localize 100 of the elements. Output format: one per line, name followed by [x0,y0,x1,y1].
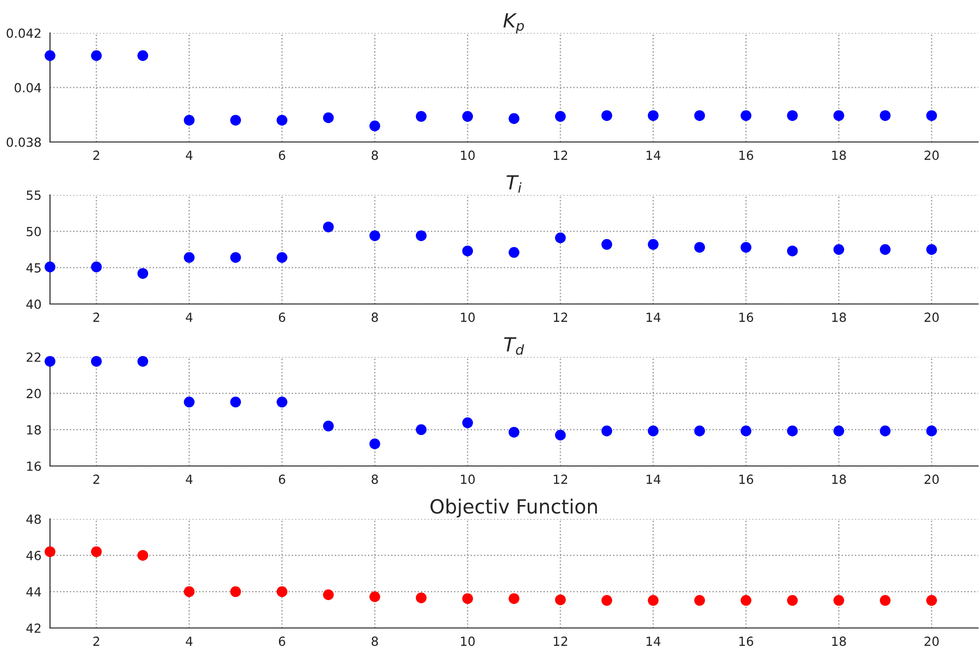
point [694,242,705,253]
point [369,438,380,450]
point [508,593,520,604]
point [601,426,612,436]
x-tick-label: 18 [832,312,846,322]
point [555,594,566,606]
x-tick-label: 2 [93,474,100,484]
x-tick-label: 12 [554,312,568,322]
point [184,586,195,598]
x-tick-label: 10 [461,636,475,646]
point [694,426,705,436]
point [508,113,520,124]
x-tick-label: 8 [372,150,378,160]
point [369,120,380,132]
point [880,595,891,606]
point [601,239,612,250]
y-tick-label: 0.04 [14,82,41,92]
x-tick-label: 18 [832,636,846,646]
y-tick-label: 16 [27,461,41,471]
point [462,111,473,122]
x-tick-label: 14 [646,150,660,160]
point [323,222,334,232]
point [137,356,148,367]
point [276,252,288,263]
y-tick-label: 0.038 [6,137,41,147]
point [137,50,148,61]
x-tick-label: 10 [461,312,475,322]
y-tick-label: 18 [27,425,41,435]
point [880,110,891,121]
point [787,110,798,121]
point [787,595,798,606]
chart-title: K$_{p}$ [503,13,524,34]
x-tick-label: 6 [278,474,286,484]
x-tick-label: 10 [461,474,475,484]
y-tick-label: 0.042 [6,28,40,38]
point [880,426,891,436]
point [91,356,102,367]
point [926,426,937,436]
point [833,595,844,606]
point [323,589,334,600]
point [601,110,612,121]
point [880,244,891,255]
point [184,252,195,263]
x-tick-label: 2 [93,150,100,160]
x-tick-label: 20 [924,150,939,160]
point [601,595,612,606]
point [369,591,380,602]
point [648,426,659,436]
point [648,110,659,121]
point [184,396,195,408]
x-tick-label: 6 [278,636,286,646]
y-tick-label: 50 [26,226,41,236]
y-tick-label: 40 [26,299,41,309]
point [44,50,56,61]
point [648,239,659,250]
point [787,426,798,436]
x-tick-label: 8 [372,312,378,322]
x-tick-label: 8 [372,636,378,646]
x-tick-label: 2 [93,636,100,646]
chart-title: Objectiv Function [430,498,597,518]
point [462,246,473,256]
point [555,430,566,440]
y-tick-label: 20 [26,388,41,398]
point [416,111,427,122]
point [740,242,752,253]
point [44,546,56,558]
x-tick-label: 10 [461,150,475,160]
point [230,114,241,126]
point [555,111,566,122]
x-tick-label: 12 [554,636,568,646]
point [926,110,937,121]
y-tick-label: 55 [26,190,41,200]
x-tick-label: 20 [924,312,939,322]
point [462,417,473,428]
point [926,595,937,606]
point [740,595,752,606]
x-tick-label: 16 [739,312,754,322]
point [740,426,752,436]
point [91,50,102,61]
y-tick-label: 44 [26,587,41,596]
x-tick-label: 8 [372,474,378,484]
x-tick-label: 16 [739,636,754,646]
point [694,595,705,606]
point [276,114,288,126]
y-tick-label: 22 [26,352,40,362]
x-tick-label: 16 [739,150,754,160]
x-tick-label: 4 [186,312,192,322]
point [323,112,334,124]
x-tick-label: 18 [832,150,846,160]
point [276,396,288,408]
point [276,586,288,598]
y-tick-label: 42 [26,623,40,633]
point [508,426,520,438]
point [462,593,473,604]
point [369,230,380,242]
chart-title: T$_{i}$ [506,175,522,193]
point [508,247,520,258]
point [91,546,102,558]
y-tick-label: 48 [26,514,41,524]
x-tick-label: 20 [924,636,939,646]
